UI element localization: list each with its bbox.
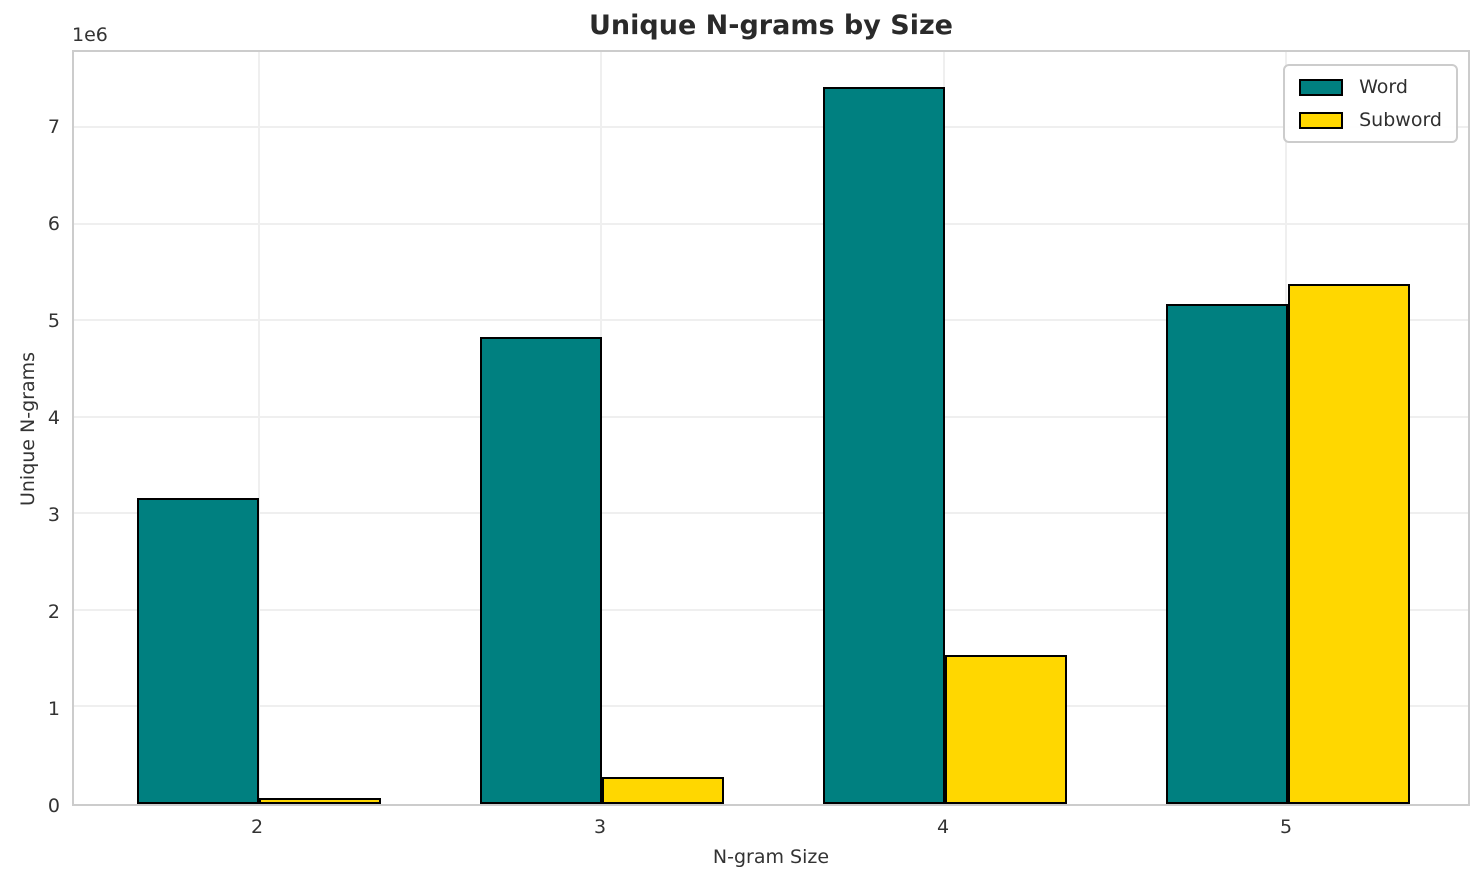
xtick-label-3: 3 bbox=[593, 816, 607, 838]
xtick-label-5: 5 bbox=[1279, 816, 1293, 838]
bar-word-2 bbox=[137, 498, 259, 804]
legend: Word Subword bbox=[1283, 64, 1458, 143]
gridline-x-2 bbox=[258, 52, 261, 804]
gridline-y-4 bbox=[74, 415, 1468, 418]
bar-word-4 bbox=[823, 86, 945, 804]
ytick-label-5: 5 bbox=[47, 309, 60, 332]
xtick-label-2: 2 bbox=[250, 816, 264, 838]
xtick-label-4: 4 bbox=[936, 816, 950, 838]
bar-subword-4 bbox=[945, 654, 1067, 804]
gridline-y-1 bbox=[74, 705, 1468, 708]
legend-item-word: Word bbox=[1299, 75, 1442, 99]
gridline-y-3 bbox=[74, 512, 1468, 515]
ytick-label-1: 1 bbox=[47, 697, 60, 720]
ytick-label-2: 2 bbox=[47, 600, 60, 623]
legend-label-word: Word bbox=[1359, 76, 1408, 98]
y-axis-offset-label: 1e6 bbox=[72, 24, 108, 46]
gridline-y-2 bbox=[74, 608, 1468, 611]
legend-item-subword: Subword bbox=[1299, 108, 1442, 132]
bar-word-3 bbox=[480, 337, 602, 804]
legend-swatch-subword bbox=[1299, 111, 1344, 129]
bar-subword-3 bbox=[602, 776, 724, 804]
legend-swatch-word bbox=[1299, 78, 1344, 96]
gridline-y-6 bbox=[74, 222, 1468, 225]
ytick-label-3: 3 bbox=[47, 503, 60, 526]
bar-subword-2 bbox=[259, 798, 381, 804]
x-axis-label: N-gram Size bbox=[712, 846, 830, 868]
ytick-label-4: 4 bbox=[47, 406, 60, 429]
plot-area: Word Subword bbox=[72, 50, 1470, 806]
gridline-y-5 bbox=[74, 319, 1468, 322]
ytick-label-7: 7 bbox=[47, 115, 60, 138]
chart-title: Unique N-grams by Size bbox=[589, 10, 953, 41]
ytick-label-0: 0 bbox=[47, 795, 60, 817]
legend-label-subword: Subword bbox=[1359, 109, 1442, 131]
gridline-y-7 bbox=[74, 126, 1468, 129]
bar-subword-5 bbox=[1288, 283, 1410, 804]
ytick-label-6: 6 bbox=[47, 212, 60, 235]
bar-word-5 bbox=[1166, 304, 1288, 804]
